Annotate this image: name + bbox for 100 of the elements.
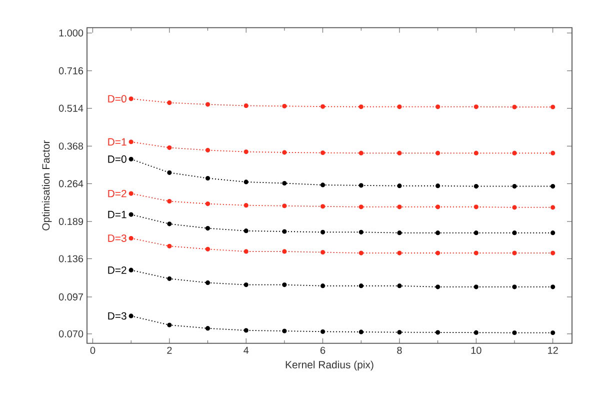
- x-tick-label: 4: [244, 346, 249, 354]
- point: [128, 140, 134, 144]
- point: [474, 204, 478, 210]
- point: [128, 191, 134, 196]
- point: [512, 330, 517, 336]
- point: [320, 182, 326, 188]
- x-tick-label: 8: [397, 346, 402, 354]
- point: [436, 184, 440, 188]
- point: [128, 268, 134, 272]
- x-tick-label: 0: [90, 346, 96, 354]
- point: [474, 150, 478, 156]
- y-tick-label: 0.070: [58, 330, 84, 338]
- series-label: D=0: [108, 155, 126, 163]
- point: [512, 184, 517, 189]
- point: [167, 198, 172, 204]
- x-tick-label: 2: [167, 346, 172, 354]
- point: [397, 230, 402, 236]
- point: [436, 204, 440, 210]
- y-tick-label: 0.368: [58, 142, 84, 150]
- point: [244, 180, 248, 184]
- point: [167, 222, 172, 226]
- y-tick-label: 0.097: [58, 293, 83, 300]
- point: [550, 104, 556, 110]
- point: [128, 236, 134, 241]
- point: [167, 276, 172, 281]
- point: [320, 204, 326, 209]
- y-tick-label: 0.264: [58, 180, 84, 188]
- point: [282, 229, 287, 234]
- point: [244, 203, 248, 208]
- point: [436, 284, 440, 290]
- point: [244, 228, 248, 234]
- point: [320, 150, 326, 156]
- series-label: D=1: [108, 138, 126, 146]
- point: [474, 184, 478, 189]
- point: [244, 282, 248, 288]
- point: [244, 249, 248, 254]
- point: [358, 204, 364, 210]
- y-tick-label: 0.716: [58, 67, 84, 74]
- series-label: D=3: [108, 234, 126, 242]
- point: [474, 330, 478, 335]
- series-label: D=0: [108, 95, 126, 103]
- point: [550, 184, 556, 189]
- point: [397, 150, 402, 156]
- point: [358, 250, 364, 256]
- point: [436, 330, 440, 335]
- point: [512, 104, 517, 110]
- series-label: D=2: [108, 190, 126, 198]
- point: [474, 250, 478, 256]
- series-label: D=3: [108, 312, 126, 320]
- point: [397, 184, 402, 188]
- point: [205, 246, 210, 252]
- point: [550, 150, 556, 156]
- y-tick-label: 1.000: [59, 29, 84, 37]
- x-axis-title: Kernel Radius (pix): [286, 360, 374, 370]
- point: [550, 250, 556, 256]
- point: [320, 284, 326, 288]
- point: [358, 104, 364, 110]
- point: [436, 250, 440, 256]
- point: [282, 150, 287, 155]
- point: [397, 330, 402, 335]
- point: [128, 156, 134, 162]
- point: [397, 104, 402, 110]
- point: [320, 329, 326, 334]
- point: [512, 230, 517, 236]
- point: [205, 280, 210, 286]
- point: [358, 330, 364, 334]
- x-tick-label: 10: [471, 346, 482, 354]
- point: [282, 249, 287, 254]
- point: [397, 250, 402, 256]
- point: [282, 328, 287, 334]
- point: [282, 104, 287, 108]
- point: [474, 104, 478, 110]
- point: [244, 328, 248, 333]
- point: [282, 282, 287, 288]
- point: [244, 103, 248, 108]
- series-label: D=1: [108, 210, 126, 218]
- point: [550, 230, 556, 236]
- point: [128, 314, 134, 318]
- point: [474, 230, 478, 236]
- x-tick-label: 6: [320, 346, 326, 354]
- point: [358, 230, 364, 234]
- point: [244, 149, 248, 154]
- y-tick-label: 0.514: [58, 104, 84, 112]
- point: [320, 104, 326, 109]
- point: [550, 284, 556, 290]
- point: [167, 170, 172, 175]
- point: [550, 330, 556, 336]
- point: [397, 284, 402, 288]
- point: [320, 250, 326, 255]
- y-axis-title: Optimisation Factor: [42, 140, 52, 230]
- point: [436, 150, 440, 156]
- point: [358, 284, 364, 288]
- point: [205, 226, 210, 231]
- y-tick-label: 0.189: [58, 218, 84, 226]
- point: [550, 205, 556, 210]
- point: [474, 284, 478, 290]
- point: [320, 230, 326, 234]
- point: [167, 100, 172, 106]
- point: [205, 148, 210, 152]
- point: [128, 212, 134, 217]
